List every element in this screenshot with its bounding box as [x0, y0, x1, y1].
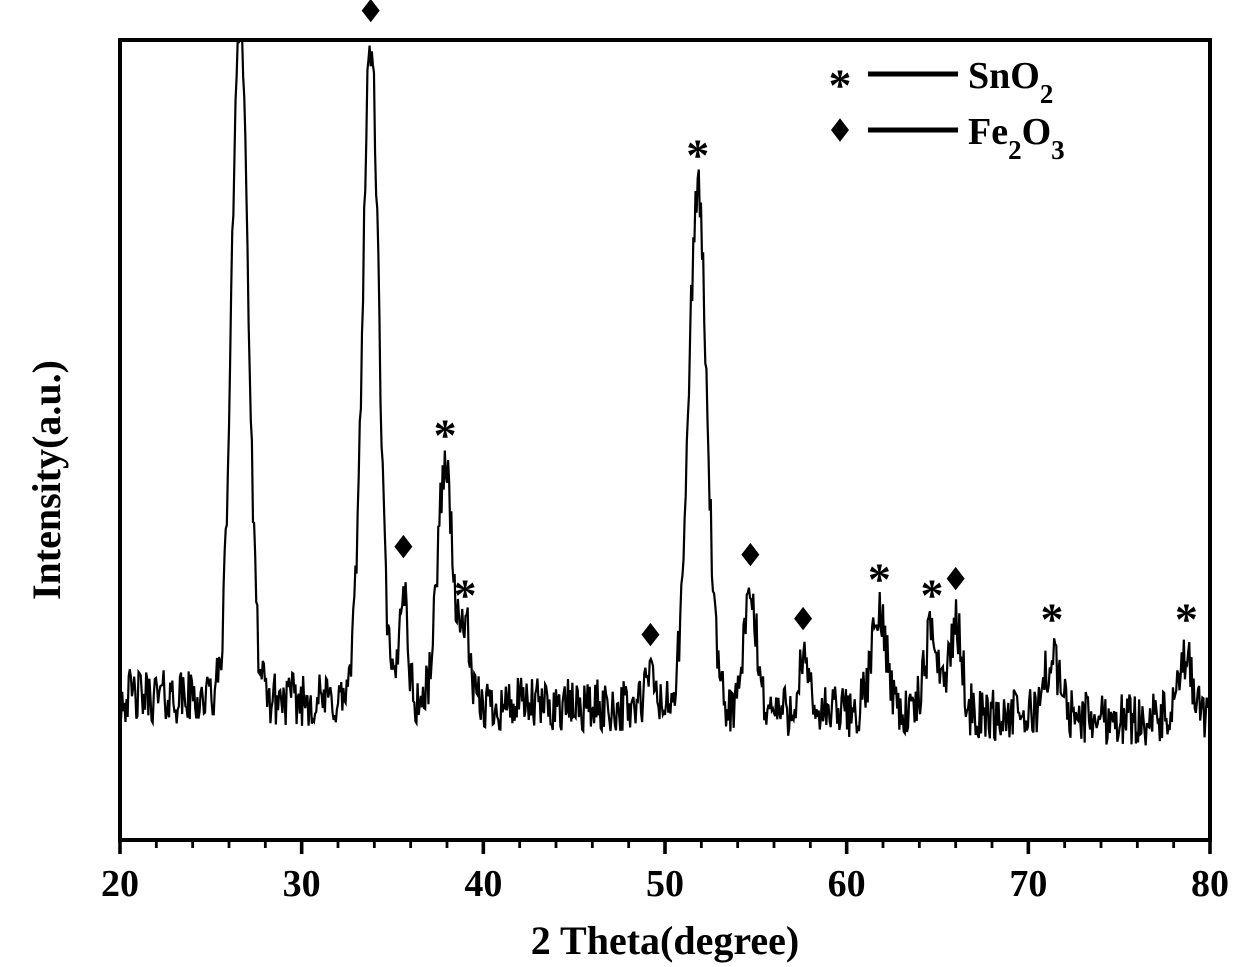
x-tick-label: 80 [1191, 863, 1229, 905]
asterisk-icon: * [686, 129, 709, 180]
x-tick-label: 70 [1009, 863, 1047, 905]
x-axis-label: 2 Theta(degree) [531, 918, 799, 963]
asterisk-icon: * [829, 59, 852, 110]
asterisk-icon: * [1040, 593, 1063, 644]
chart-svg: 20 30 40 50 60 70 80 2 Theta(degree) Intensity(a… [0, 0, 1240, 967]
x-tick-label: 50 [646, 863, 684, 905]
asterisk-icon: * [868, 553, 891, 604]
asterisk-icon: * [1175, 593, 1198, 644]
x-tick-label: 20 [101, 863, 139, 905]
y-axis-label: Intensity(a.u.) [24, 360, 69, 600]
x-tick-label: 30 [283, 863, 321, 905]
x-tick-label: 40 [464, 863, 502, 905]
asterisk-icon: * [434, 409, 457, 460]
x-tick-label: 60 [828, 863, 866, 905]
xrd-chart: 20 30 40 50 60 70 80 2 Theta(degree) Intensity(a… [0, 0, 1240, 967]
asterisk-icon: * [921, 569, 944, 620]
asterisk-icon: * [228, 0, 251, 12]
asterisk-icon: * [454, 569, 477, 620]
